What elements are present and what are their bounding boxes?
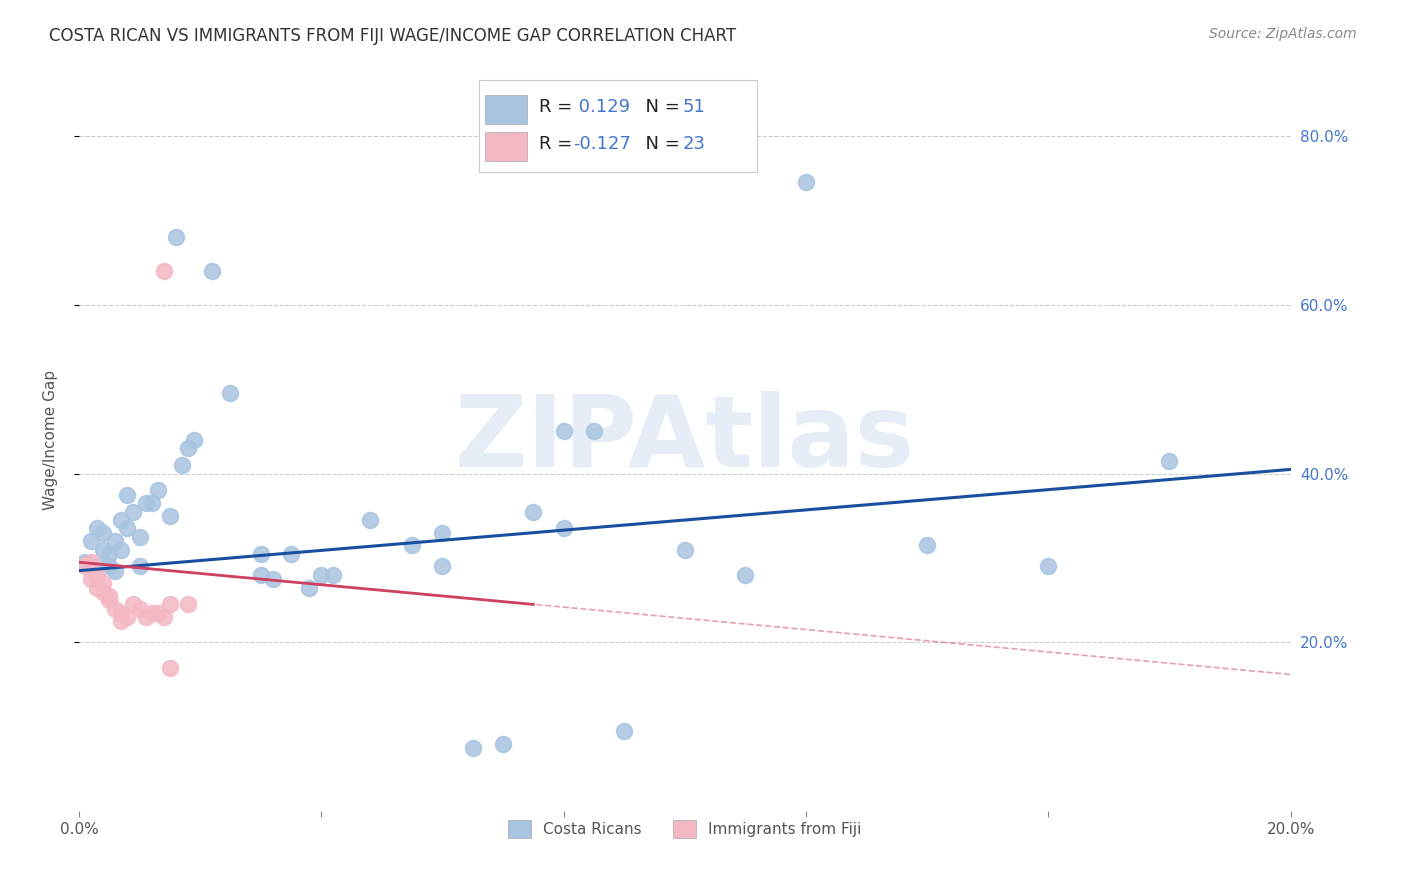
- Point: [432, 525, 454, 540]
- Point: [159, 598, 181, 612]
- Point: [91, 584, 114, 599]
- Point: [110, 606, 132, 620]
- Legend: Costa Ricans, Immigrants from Fiji: Costa Ricans, Immigrants from Fiji: [502, 814, 868, 845]
- Point: [432, 559, 454, 574]
- Point: [122, 598, 145, 612]
- Point: [86, 521, 108, 535]
- Point: [177, 442, 200, 456]
- Point: [104, 601, 127, 615]
- Point: [522, 505, 544, 519]
- Point: [141, 606, 163, 620]
- FancyBboxPatch shape: [485, 95, 527, 124]
- Point: [170, 458, 193, 472]
- Point: [492, 737, 515, 751]
- Point: [91, 576, 114, 591]
- Point: [135, 610, 157, 624]
- Point: [91, 525, 114, 540]
- Point: [794, 176, 817, 190]
- Point: [152, 264, 174, 278]
- Point: [98, 559, 121, 574]
- Point: [298, 581, 321, 595]
- Point: [128, 530, 150, 544]
- Point: [311, 567, 333, 582]
- Point: [80, 555, 103, 569]
- Text: R =: R =: [540, 136, 578, 153]
- Point: [183, 433, 205, 447]
- Point: [98, 547, 121, 561]
- Point: [553, 521, 575, 535]
- Text: N =: N =: [634, 98, 685, 116]
- Point: [110, 615, 132, 629]
- Point: [104, 564, 127, 578]
- Text: 51: 51: [682, 98, 706, 116]
- Point: [128, 601, 150, 615]
- Text: 0.129: 0.129: [574, 98, 630, 116]
- Point: [249, 567, 271, 582]
- Point: [1159, 454, 1181, 468]
- Text: N =: N =: [634, 136, 685, 153]
- Point: [401, 538, 423, 552]
- FancyBboxPatch shape: [485, 132, 527, 161]
- Point: [128, 559, 150, 574]
- Point: [553, 425, 575, 439]
- Point: [1038, 559, 1060, 574]
- Point: [159, 508, 181, 523]
- Point: [152, 610, 174, 624]
- Point: [73, 555, 96, 569]
- Point: [249, 547, 271, 561]
- Text: -0.127: -0.127: [574, 136, 631, 153]
- Point: [104, 534, 127, 549]
- Point: [86, 567, 108, 582]
- Point: [613, 724, 636, 739]
- Point: [122, 505, 145, 519]
- Text: R =: R =: [540, 98, 578, 116]
- Text: ZIPAtlas: ZIPAtlas: [454, 392, 915, 488]
- Point: [86, 581, 108, 595]
- Point: [201, 264, 224, 278]
- Point: [673, 542, 696, 557]
- Point: [177, 598, 200, 612]
- Point: [262, 572, 284, 586]
- Point: [91, 542, 114, 557]
- Point: [80, 534, 103, 549]
- Point: [165, 230, 187, 244]
- Point: [734, 567, 756, 582]
- Point: [322, 567, 344, 582]
- Text: 23: 23: [682, 136, 706, 153]
- Point: [98, 589, 121, 603]
- Y-axis label: Wage/Income Gap: Wage/Income Gap: [44, 370, 58, 510]
- Point: [86, 559, 108, 574]
- Point: [461, 740, 484, 755]
- Point: [582, 425, 605, 439]
- Point: [98, 593, 121, 607]
- Point: [135, 496, 157, 510]
- Point: [73, 559, 96, 574]
- Point: [159, 661, 181, 675]
- Point: [117, 610, 139, 624]
- Point: [915, 538, 938, 552]
- Point: [280, 547, 302, 561]
- FancyBboxPatch shape: [479, 79, 758, 172]
- Point: [146, 483, 169, 498]
- Point: [117, 488, 139, 502]
- Point: [146, 606, 169, 620]
- Text: Source: ZipAtlas.com: Source: ZipAtlas.com: [1209, 27, 1357, 41]
- Point: [110, 542, 132, 557]
- Point: [80, 572, 103, 586]
- Point: [110, 513, 132, 527]
- Point: [219, 386, 242, 401]
- Point: [359, 513, 381, 527]
- Point: [141, 496, 163, 510]
- Text: COSTA RICAN VS IMMIGRANTS FROM FIJI WAGE/INCOME GAP CORRELATION CHART: COSTA RICAN VS IMMIGRANTS FROM FIJI WAGE…: [49, 27, 737, 45]
- Point: [117, 521, 139, 535]
